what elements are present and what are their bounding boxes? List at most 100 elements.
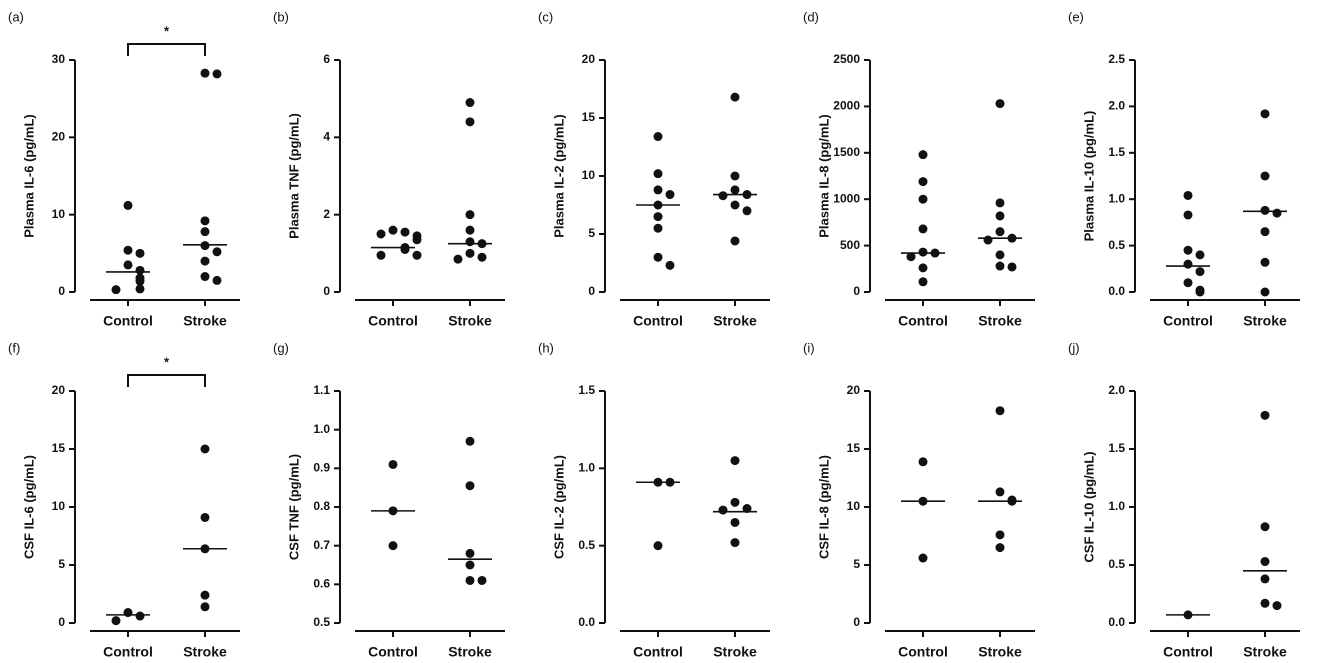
y-tick-label: 0 bbox=[58, 615, 65, 629]
data-point bbox=[742, 504, 752, 514]
data-point bbox=[906, 252, 916, 262]
data-point bbox=[465, 248, 475, 258]
y-tick-label: 10 bbox=[582, 168, 596, 182]
x-tick-label: Stroke bbox=[1243, 644, 1287, 660]
data-point bbox=[465, 548, 475, 558]
y-tick-label: 1.1 bbox=[313, 383, 330, 397]
data-point bbox=[653, 541, 663, 551]
y-tick-label: 2000 bbox=[833, 99, 860, 113]
y-tick-label: 1500 bbox=[833, 145, 860, 159]
y-tick-label: 20 bbox=[847, 383, 861, 397]
data-point bbox=[995, 211, 1005, 221]
data-point bbox=[412, 235, 422, 245]
panel-label: (c) bbox=[538, 9, 553, 24]
y-tick-label: 0 bbox=[58, 284, 65, 298]
data-point bbox=[730, 200, 740, 210]
data-point bbox=[1007, 262, 1017, 272]
data-point bbox=[995, 198, 1005, 208]
y-axis-label: Plasma IL-2 (pg/mL) bbox=[551, 114, 566, 238]
data-point bbox=[1260, 522, 1270, 532]
data-point bbox=[388, 541, 398, 551]
y-tick-label: 1.0 bbox=[313, 422, 330, 436]
data-point bbox=[918, 177, 928, 187]
y-tick-label: 0.6 bbox=[313, 577, 330, 591]
panel: (h) CSF IL-2 (pg/mL) 0.0 0.5 1.0 1.5 Control St… bbox=[538, 340, 770, 660]
data-point bbox=[200, 590, 210, 600]
y-tick-label: 20 bbox=[52, 130, 66, 144]
data-point bbox=[1272, 601, 1282, 611]
y-tick-label: 5 bbox=[853, 557, 860, 571]
data-point bbox=[918, 263, 928, 273]
data-point bbox=[995, 406, 1005, 416]
y-axis-label: CSF IL-6 (pg/mL) bbox=[21, 455, 36, 559]
panel-label: (d) bbox=[803, 9, 819, 24]
data-point bbox=[200, 68, 210, 78]
data-point bbox=[212, 247, 222, 257]
data-point bbox=[1272, 208, 1282, 218]
data-point bbox=[1260, 287, 1270, 297]
data-point bbox=[200, 227, 210, 237]
data-point bbox=[995, 530, 1005, 540]
x-tick-label: Stroke bbox=[448, 644, 492, 660]
data-point bbox=[412, 250, 422, 260]
x-tick-label: Stroke bbox=[713, 313, 757, 329]
y-tick-label: 1.5 bbox=[578, 383, 595, 397]
data-point bbox=[653, 185, 663, 195]
data-point bbox=[718, 191, 728, 201]
data-point bbox=[212, 275, 222, 285]
data-point bbox=[1260, 257, 1270, 267]
y-tick-label: 0.7 bbox=[313, 538, 330, 552]
panel: (b) Plasma TNF (pg/mL) 0 2 4 6 Control Stroke bbox=[273, 9, 505, 329]
data-point bbox=[388, 459, 398, 469]
data-point bbox=[123, 608, 133, 618]
data-point bbox=[983, 235, 993, 245]
significance-label: * bbox=[164, 23, 170, 38]
x-tick-label: Control bbox=[898, 313, 948, 329]
data-point bbox=[995, 261, 1005, 271]
data-point bbox=[465, 225, 475, 235]
data-point bbox=[1260, 205, 1270, 215]
data-point bbox=[1260, 227, 1270, 237]
significance-bracket bbox=[127, 374, 206, 387]
data-point bbox=[918, 553, 928, 563]
data-point bbox=[653, 212, 663, 222]
x-tick-label: Control bbox=[103, 644, 153, 660]
data-point bbox=[730, 456, 740, 466]
data-point bbox=[1183, 210, 1193, 220]
data-point bbox=[111, 616, 121, 626]
data-point bbox=[135, 248, 145, 258]
data-point bbox=[995, 487, 1005, 497]
data-point bbox=[1260, 557, 1270, 567]
significance-label: * bbox=[164, 354, 170, 369]
data-point bbox=[1183, 278, 1193, 288]
y-tick-label: 5 bbox=[588, 226, 595, 240]
y-tick-label: 0.0 bbox=[1108, 284, 1125, 298]
data-point bbox=[200, 256, 210, 266]
data-point bbox=[123, 245, 133, 255]
y-tick-label: 0.5 bbox=[1108, 238, 1125, 252]
y-axis-label: CSF IL-2 (pg/mL) bbox=[551, 455, 566, 559]
y-tick-label: 0 bbox=[588, 284, 595, 298]
data-point bbox=[995, 99, 1005, 109]
data-point bbox=[1260, 574, 1270, 584]
panel: (e) Plasma IL-10 (pg/mL) 0.0 0.5 1.0 1.5 2.0 2.… bbox=[1068, 9, 1300, 329]
data-point bbox=[653, 252, 663, 262]
data-point bbox=[1260, 171, 1270, 181]
y-tick-label: 0.8 bbox=[313, 499, 330, 513]
data-point bbox=[730, 236, 740, 246]
data-point bbox=[123, 260, 133, 270]
data-point bbox=[918, 224, 928, 234]
data-point bbox=[200, 444, 210, 454]
x-tick-label: Control bbox=[898, 644, 948, 660]
data-point bbox=[653, 223, 663, 233]
y-tick-label: 15 bbox=[847, 441, 861, 455]
panel-label: (g) bbox=[273, 340, 289, 355]
data-point bbox=[730, 171, 740, 181]
data-point bbox=[135, 284, 145, 294]
panel-label: (a) bbox=[8, 9, 24, 24]
panel: (g) CSF TNF (pg/mL) 0.5 0.6 0.7 0.8 0.9 1.0 1.1 C… bbox=[273, 340, 505, 660]
panel: (i) CSF IL-8 (pg/mL) 0 5 10 15 20 Control Stroke bbox=[803, 340, 1035, 660]
data-point bbox=[730, 92, 740, 102]
data-point bbox=[1195, 267, 1205, 277]
